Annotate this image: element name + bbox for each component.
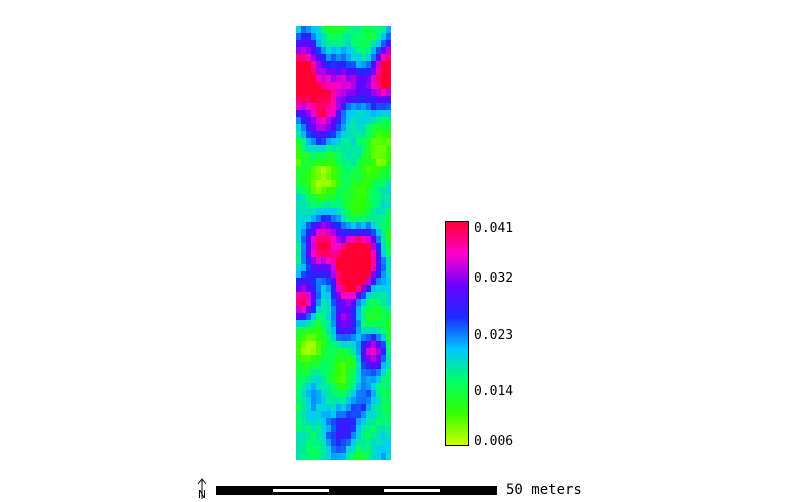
- scale-bar: [216, 486, 497, 495]
- legend-label-max: 0.041: [474, 221, 514, 236]
- legend-color-ramp: [445, 221, 469, 446]
- scale-label: 50 meters: [506, 482, 582, 498]
- north-arrow-icon: N: [197, 478, 207, 500]
- legend-label: 0.014: [474, 384, 514, 399]
- legend-label: 0.032: [474, 271, 514, 286]
- north-label: N: [198, 488, 206, 500]
- legend-label-min: 0.006: [474, 434, 514, 449]
- raster-map: [296, 26, 391, 460]
- legend-label: 0.023: [474, 328, 514, 343]
